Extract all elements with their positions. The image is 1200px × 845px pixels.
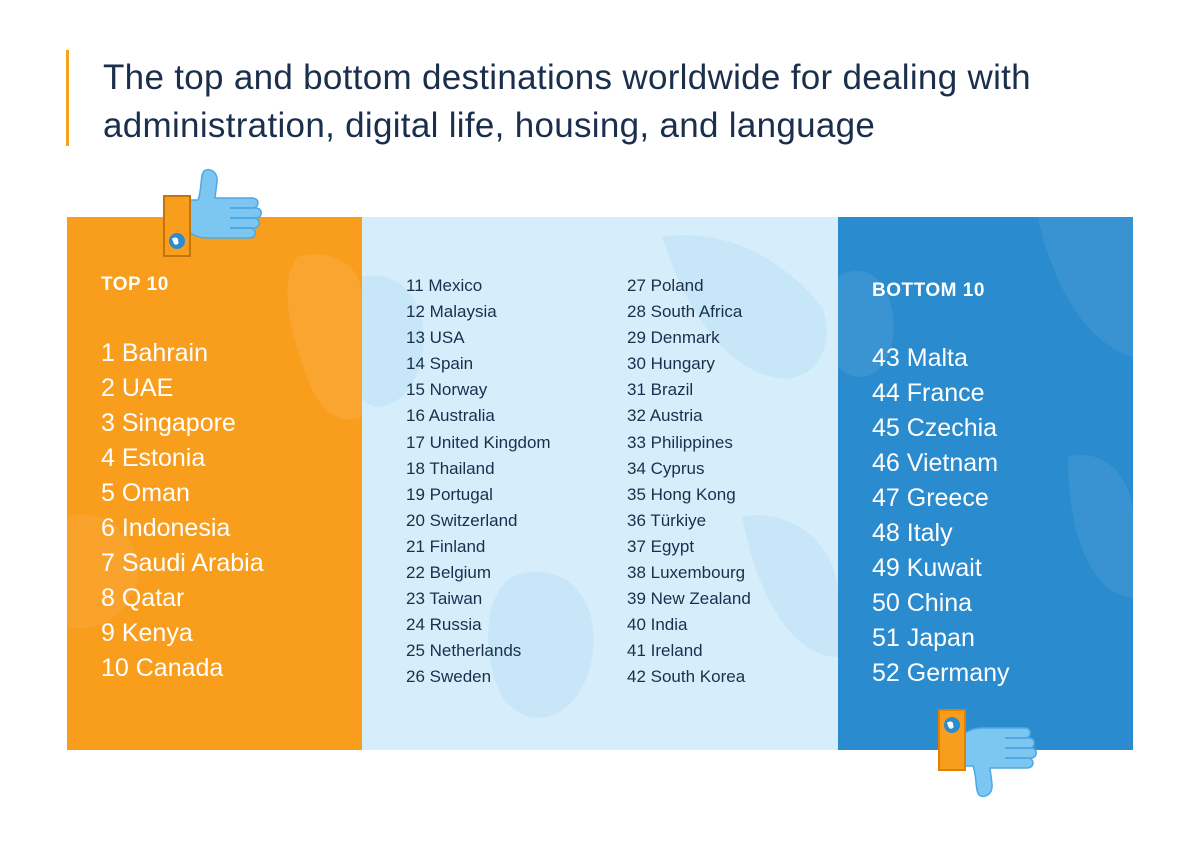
list-item: 15 Norway (406, 380, 488, 400)
list-item: 36 Türkiye (627, 510, 707, 530)
list-item: 47 Greece (872, 484, 989, 512)
thumbs-down-icon (938, 709, 1037, 798)
bottom10-panel: BOTTOM 10 43 Malta 44 France 45 Czechia … (838, 217, 1133, 750)
middle-ranks-column-1: 11 Mexico 12 Malaysia 13 USA 14 Spain 15… (406, 273, 551, 691)
list-item: 19 Portugal (406, 484, 493, 504)
list-item: 39 New Zealand (627, 589, 751, 609)
world-map-decoration (838, 217, 1133, 597)
list-item: 30 Hungary (627, 354, 715, 374)
list-item: 46 Vietnam (872, 449, 999, 477)
list-item: 2 UAE (101, 374, 174, 402)
list-item: 21 Finland (406, 536, 486, 556)
top10-heading: TOP 10 (101, 274, 169, 295)
world-map-decoration (67, 253, 362, 629)
list-item: 29 Denmark (627, 328, 720, 348)
list-item: 1 Bahrain (101, 339, 209, 367)
list-item: 35 Hong Kong (627, 484, 736, 504)
page-title: The top and bottom destinations worldwid… (103, 58, 1031, 145)
list-item: 12 Malaysia (406, 302, 497, 322)
list-item: 28 South Africa (627, 302, 743, 322)
list-item: 22 Belgium (406, 563, 492, 583)
bottom10-list: 43 Malta 44 France 45 Czechia 46 Vietnam… (872, 341, 1010, 691)
list-item: 10 Canada (101, 654, 224, 682)
list-item: 31 Brazil (627, 380, 694, 400)
list-item: 50 China (872, 589, 973, 617)
top10-list: 1 Bahrain 2 UAE 3 Singapore 4 Estonia 5 … (101, 336, 264, 686)
list-item: 5 Oman (101, 479, 190, 507)
list-item: 16 Australia (406, 406, 495, 426)
list-item: 32 Austria (627, 406, 703, 426)
world-map-decoration (362, 235, 838, 718)
list-item: 8 Qatar (101, 584, 185, 612)
list-item: 20 Switzerland (406, 510, 518, 530)
list-item: 41 Ireland (627, 641, 703, 661)
title-accent-bar (66, 50, 69, 146)
top10-panel: TOP 10 1 Bahrain 2 UAE 3 Singapore 4 Est… (67, 217, 362, 750)
list-item: 42 South Korea (627, 667, 746, 687)
list-item: 40 India (627, 615, 688, 635)
list-item: 38 Luxembourg (627, 563, 746, 583)
list-item: 13 USA (406, 328, 465, 348)
list-item: 37 Egypt (627, 536, 695, 556)
list-item: 23 Taiwan (406, 589, 483, 609)
list-item: 43 Malta (872, 344, 968, 372)
list-item: 17 United Kingdom (406, 432, 551, 452)
thumbs-up-icon (163, 168, 262, 257)
middle-ranks-column-2: 27 Poland 28 South Africa 29 Denmark 30 … (627, 273, 751, 691)
list-item: 44 France (872, 379, 985, 407)
list-item: 27 Poland (627, 276, 704, 295)
list-item: 9 Kenya (101, 619, 193, 647)
list-item: 14 Spain (406, 354, 474, 374)
list-item: 34 Cyprus (627, 458, 705, 478)
list-item: 24 Russia (406, 615, 482, 635)
list-item: 26 Sweden (406, 667, 492, 687)
list-item: 51 Japan (872, 624, 975, 652)
list-item: 7 Saudi Arabia (101, 549, 264, 577)
list-item: 18 Thailand (406, 458, 495, 478)
list-item: 4 Estonia (101, 444, 206, 472)
list-item: 25 Netherlands (406, 641, 522, 661)
list-item: 33 Philippines (627, 432, 733, 452)
middle-ranks-panel: 11 Mexico 12 Malaysia 13 USA 14 Spain 15… (362, 217, 838, 750)
bottom10-heading: BOTTOM 10 (872, 280, 985, 301)
list-item: 48 Italy (872, 519, 953, 547)
list-item: 45 Czechia (872, 414, 998, 442)
list-item: 52 Germany (872, 659, 1010, 687)
list-item: 49 Kuwait (872, 554, 982, 582)
list-item: 11 Mexico (406, 276, 483, 295)
list-item: 3 Singapore (101, 409, 236, 437)
list-item: 6 Indonesia (101, 514, 231, 542)
